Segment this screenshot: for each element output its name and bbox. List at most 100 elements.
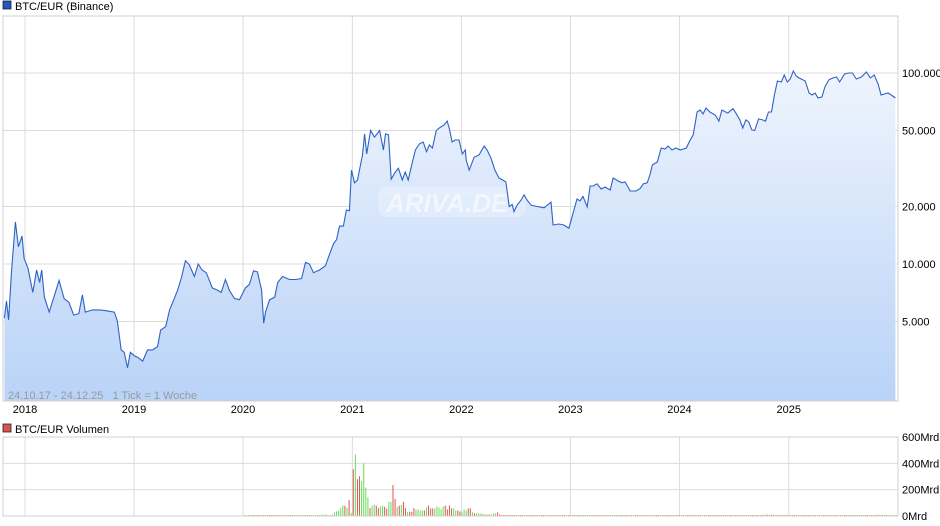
- volume-bar: [451, 508, 453, 516]
- volume-bar: [453, 508, 455, 516]
- volume-bar: [325, 514, 327, 516]
- price-y-tick-label: 20.000: [902, 202, 936, 214]
- volume-bar: [402, 501, 404, 516]
- volume-bar: [777, 514, 779, 516]
- volume-bar: [373, 504, 375, 516]
- volume-y-tick-label: 200Mrd: [902, 485, 939, 497]
- x-tick-label: 2019: [122, 404, 146, 416]
- volume-bar: [432, 508, 434, 516]
- price-area: [4, 71, 896, 401]
- volume-bar: [392, 485, 394, 516]
- volume-bar: [760, 514, 762, 516]
- volume-bar: [484, 514, 486, 516]
- volume-bar: [398, 505, 400, 516]
- volume-bar: [415, 509, 417, 516]
- volume-bar: [388, 501, 390, 516]
- watermark: ARIVA.DE: [378, 187, 526, 218]
- volume-bar: [438, 507, 440, 516]
- volume-bar: [687, 514, 689, 516]
- volume-bar: [768, 514, 770, 517]
- volume-bar: [428, 505, 430, 516]
- volume-bar: [371, 505, 373, 516]
- volume-plot-frame: [2, 436, 899, 517]
- volume-y-tick-label: 400Mrd: [902, 458, 939, 470]
- volume-bar: [417, 509, 419, 516]
- x-tick-label: 2023: [558, 404, 582, 416]
- volume-bar: [430, 508, 432, 516]
- volume-bar: [338, 510, 340, 516]
- price-y-tick-label: 50.000: [902, 125, 936, 137]
- volume-bar: [411, 511, 413, 516]
- volume-bar: [331, 514, 333, 516]
- volume-bar: [455, 510, 457, 516]
- price-legend-swatch: [2, 0, 12, 10]
- price-line: [3, 69, 896, 368]
- price-y-axis: 100.000 50.000 20.000 10.000 5.000: [902, 68, 940, 328]
- x-tick-label: 2025: [777, 404, 801, 416]
- volume-bar: [486, 514, 488, 516]
- volume-bar: [482, 514, 484, 516]
- x-tick-label: 2022: [449, 404, 473, 416]
- volume-bar: [333, 512, 335, 516]
- price-y-tick-label: 100.000: [902, 68, 940, 80]
- volume-bar: [377, 508, 379, 516]
- volume-bar: [336, 511, 338, 516]
- volume-bar: [875, 514, 877, 516]
- volume-bar: [467, 508, 469, 516]
- volume-bar: [497, 512, 499, 516]
- volume-legend-label: BTC/EUR Volumen: [15, 424, 109, 436]
- volume-bar: [348, 499, 350, 516]
- volume-bar: [770, 514, 772, 516]
- volume-bar: [382, 505, 384, 516]
- volume-bar: [791, 514, 793, 516]
- volume-bar: [407, 511, 409, 516]
- volume-bar: [442, 506, 444, 516]
- volume-bar: [375, 505, 377, 516]
- price-y-tick-label: 10.000: [902, 259, 936, 271]
- volume-bar: [444, 505, 446, 516]
- volume-bar: [384, 506, 386, 516]
- volume-bar: [436, 506, 438, 516]
- watermark-text: ARIVA.DE: [385, 188, 509, 218]
- range-info: 24.10.17 - 24.12.25 1 Tick = 1 Woche: [8, 390, 197, 402]
- volume-bar: [459, 511, 461, 516]
- volume-bar: [409, 511, 411, 516]
- volume-bar: [379, 506, 381, 516]
- x-tick-label: 2018: [13, 404, 37, 416]
- volume-bar: [321, 514, 323, 516]
- volume-bar: [773, 514, 775, 516]
- volume-bar: [423, 510, 425, 516]
- volume-bar: [369, 508, 371, 516]
- volume-bar: [323, 514, 325, 516]
- volume-bar: [425, 507, 427, 516]
- volume-bar: [440, 509, 442, 516]
- volume-bar: [352, 469, 354, 516]
- x-tick-label: 2021: [340, 404, 364, 416]
- volume-bar: [476, 513, 478, 516]
- volume-bar: [340, 508, 342, 516]
- volume-bar: [359, 476, 361, 516]
- volume-bar: [785, 514, 787, 517]
- volume-bar: [413, 508, 415, 516]
- volume-bar: [764, 514, 766, 516]
- price-plot-frame: [2, 15, 899, 402]
- volume-bar: [490, 514, 492, 516]
- volume-bar: [405, 508, 407, 516]
- volume-bar: [457, 510, 459, 516]
- volume-bar: [762, 514, 764, 517]
- volume-bar: [448, 505, 450, 516]
- volume-bar: [354, 454, 356, 516]
- volume-bar: [365, 487, 367, 516]
- volume-bar: [480, 513, 482, 516]
- volume-bar: [446, 509, 448, 516]
- volume-bar: [461, 512, 463, 516]
- volume-bar: [469, 508, 471, 516]
- volume-bar: [494, 513, 496, 516]
- volume-y-axis: 600Mrd 400Mrd 200Mrd 0Mrd: [902, 432, 939, 523]
- volume-bar: [492, 513, 494, 516]
- volume-bar: [463, 509, 465, 516]
- volume-bar: [885, 514, 887, 517]
- volume-bar: [434, 508, 436, 516]
- volume-bar: [390, 501, 392, 516]
